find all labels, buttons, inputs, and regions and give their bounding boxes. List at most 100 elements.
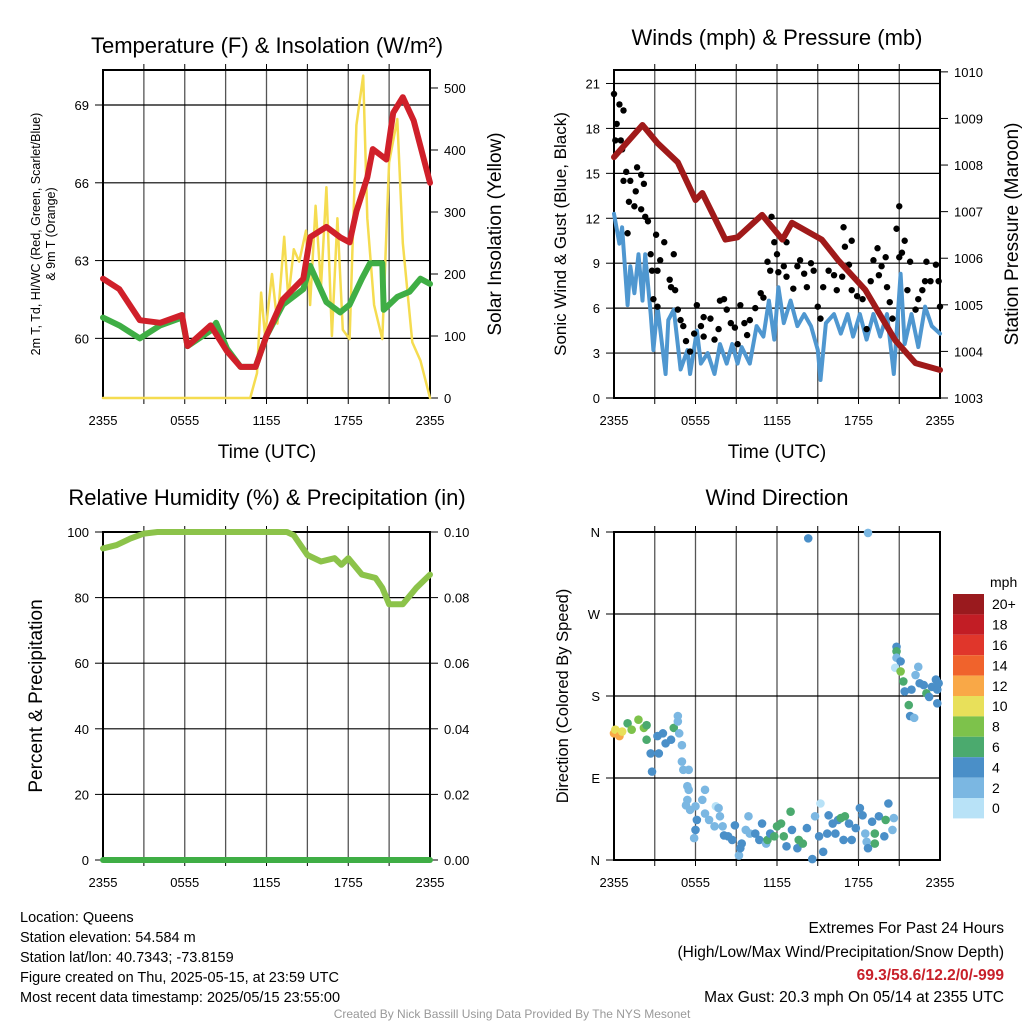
y-tick-label: 63 (75, 254, 89, 269)
relative-humidity-line (100, 529, 433, 608)
wind-direction-point (798, 839, 808, 848)
gust-point (919, 286, 926, 294)
y-tick-label: N (591, 525, 600, 540)
wind-direction-point (744, 811, 753, 821)
gust-point (833, 286, 840, 294)
gust-point (825, 267, 832, 274)
x-tick-label: 0555 (170, 413, 199, 428)
gust-point (700, 333, 707, 340)
gust-point (656, 257, 664, 264)
gust-point (780, 263, 787, 270)
gust-point (723, 306, 730, 313)
wind-direction-point (924, 692, 934, 702)
gust-point (610, 90, 618, 98)
legend-label: 8 (992, 719, 1000, 735)
x-tick-label: 2355 (926, 875, 955, 890)
y-tick-label: N (591, 853, 600, 868)
gust-point (633, 164, 641, 171)
y2-tick-label: 1005 (954, 298, 983, 313)
gust-point (644, 218, 652, 225)
temperature-ylabel-line2: & 9m T (Orange) (44, 187, 58, 280)
wind-direction-point (808, 854, 817, 864)
gust-point (734, 340, 741, 348)
gust-point (840, 224, 847, 231)
wind-direction-point (704, 815, 714, 825)
gust-point (620, 107, 627, 114)
wind-direction-point (710, 821, 719, 831)
wind-direction-point (802, 823, 812, 833)
winds-panel: Winds (mph) & Pressure (mb) 2355 0555 1155… (551, 25, 1023, 463)
gust-point (800, 270, 808, 277)
gust-point (807, 260, 815, 267)
wind-direction-point (779, 832, 789, 841)
gust-point (752, 304, 759, 312)
y2-tick-label: 1010 (954, 65, 983, 80)
gust-point (870, 257, 877, 264)
gust-point (654, 267, 661, 274)
sonic-wind-line (612, 211, 942, 382)
x-tick-label: 1155 (253, 875, 281, 890)
gust-point (677, 316, 684, 324)
wind-direction-point (904, 700, 914, 710)
x-tick-label: 1155 (763, 413, 791, 428)
gust-point (647, 251, 654, 258)
gust-point (915, 295, 922, 303)
plot-frame (613, 531, 941, 861)
wind-direction-point (844, 819, 854, 828)
wind-direction-point (769, 832, 779, 841)
wind-direction-point (627, 725, 636, 735)
gust-point (715, 325, 722, 333)
wind-direction-point (803, 534, 813, 543)
gust-point (912, 306, 919, 313)
x-tick-label: 1755 (334, 413, 363, 428)
credit-text: Created By Nick Bassill Using Data Provi… (334, 1007, 691, 1021)
x-tick-label: 2355 (600, 413, 629, 428)
gust-point (686, 348, 694, 355)
gust-point (746, 316, 754, 324)
x-tick-label: 2355 (926, 413, 955, 428)
wind-direction-point (847, 835, 857, 845)
y2-tick-label: 1006 (954, 251, 983, 266)
y2-tick-label: 0.10 (444, 525, 469, 540)
wind-direction-point (666, 735, 676, 745)
gust-point (906, 258, 914, 265)
winds-ylabel: Sonic Wind & Gust (Blue, Black) (551, 112, 570, 356)
pressure-ylabel: Station Pressure (Maroon) (1002, 123, 1023, 346)
gust-point (707, 315, 714, 322)
gust-point (727, 319, 735, 327)
recent-data-text: Most recent data timestamp: 2025/05/15 2… (20, 990, 340, 1006)
wind-direction-point (892, 647, 901, 656)
x-tick-label: 2355 (416, 413, 445, 428)
humidity-plot: 2355 0555 1155 1755 23550204060801000.000.02… (67, 525, 469, 890)
wind-direction-point (867, 817, 877, 827)
insolation-ylabel: Solar Insolation (Yellow) (485, 132, 506, 335)
y-tick-label: 60 (75, 331, 89, 346)
temperature-title: Temperature (F) & Insolation (W/m²) (91, 33, 443, 58)
gust-point (625, 198, 633, 205)
gust-point (936, 303, 944, 310)
legend-swatch (953, 757, 984, 778)
legend-label: 18 (992, 617, 1008, 633)
gust-point (613, 120, 620, 128)
gust-point (853, 292, 861, 300)
wind-direction-point (617, 727, 627, 736)
legend-swatch (953, 798, 984, 819)
y-tick-label: 0 (82, 853, 89, 868)
wind-direction-point (669, 723, 679, 733)
wind-direction-point (697, 795, 707, 805)
wind-direction-point (718, 821, 727, 831)
gust-point (743, 331, 751, 339)
gust-point (652, 231, 660, 238)
y2-tick-label: 0.02 (444, 787, 469, 802)
gust-point (612, 137, 619, 144)
solar-insolation-line (101, 74, 432, 400)
wind-direction-point (647, 767, 657, 776)
legend-swatch (953, 594, 984, 615)
wind-direction-point (737, 839, 746, 848)
legend-label: 12 (992, 678, 1008, 694)
y-tick-label: 6 (593, 301, 600, 316)
gust-point (819, 283, 827, 291)
humidity-panel: Relative Humidity (%) & Precipitation (i… (26, 485, 469, 890)
gust-point (650, 295, 657, 303)
wind-direction-point (822, 829, 832, 838)
